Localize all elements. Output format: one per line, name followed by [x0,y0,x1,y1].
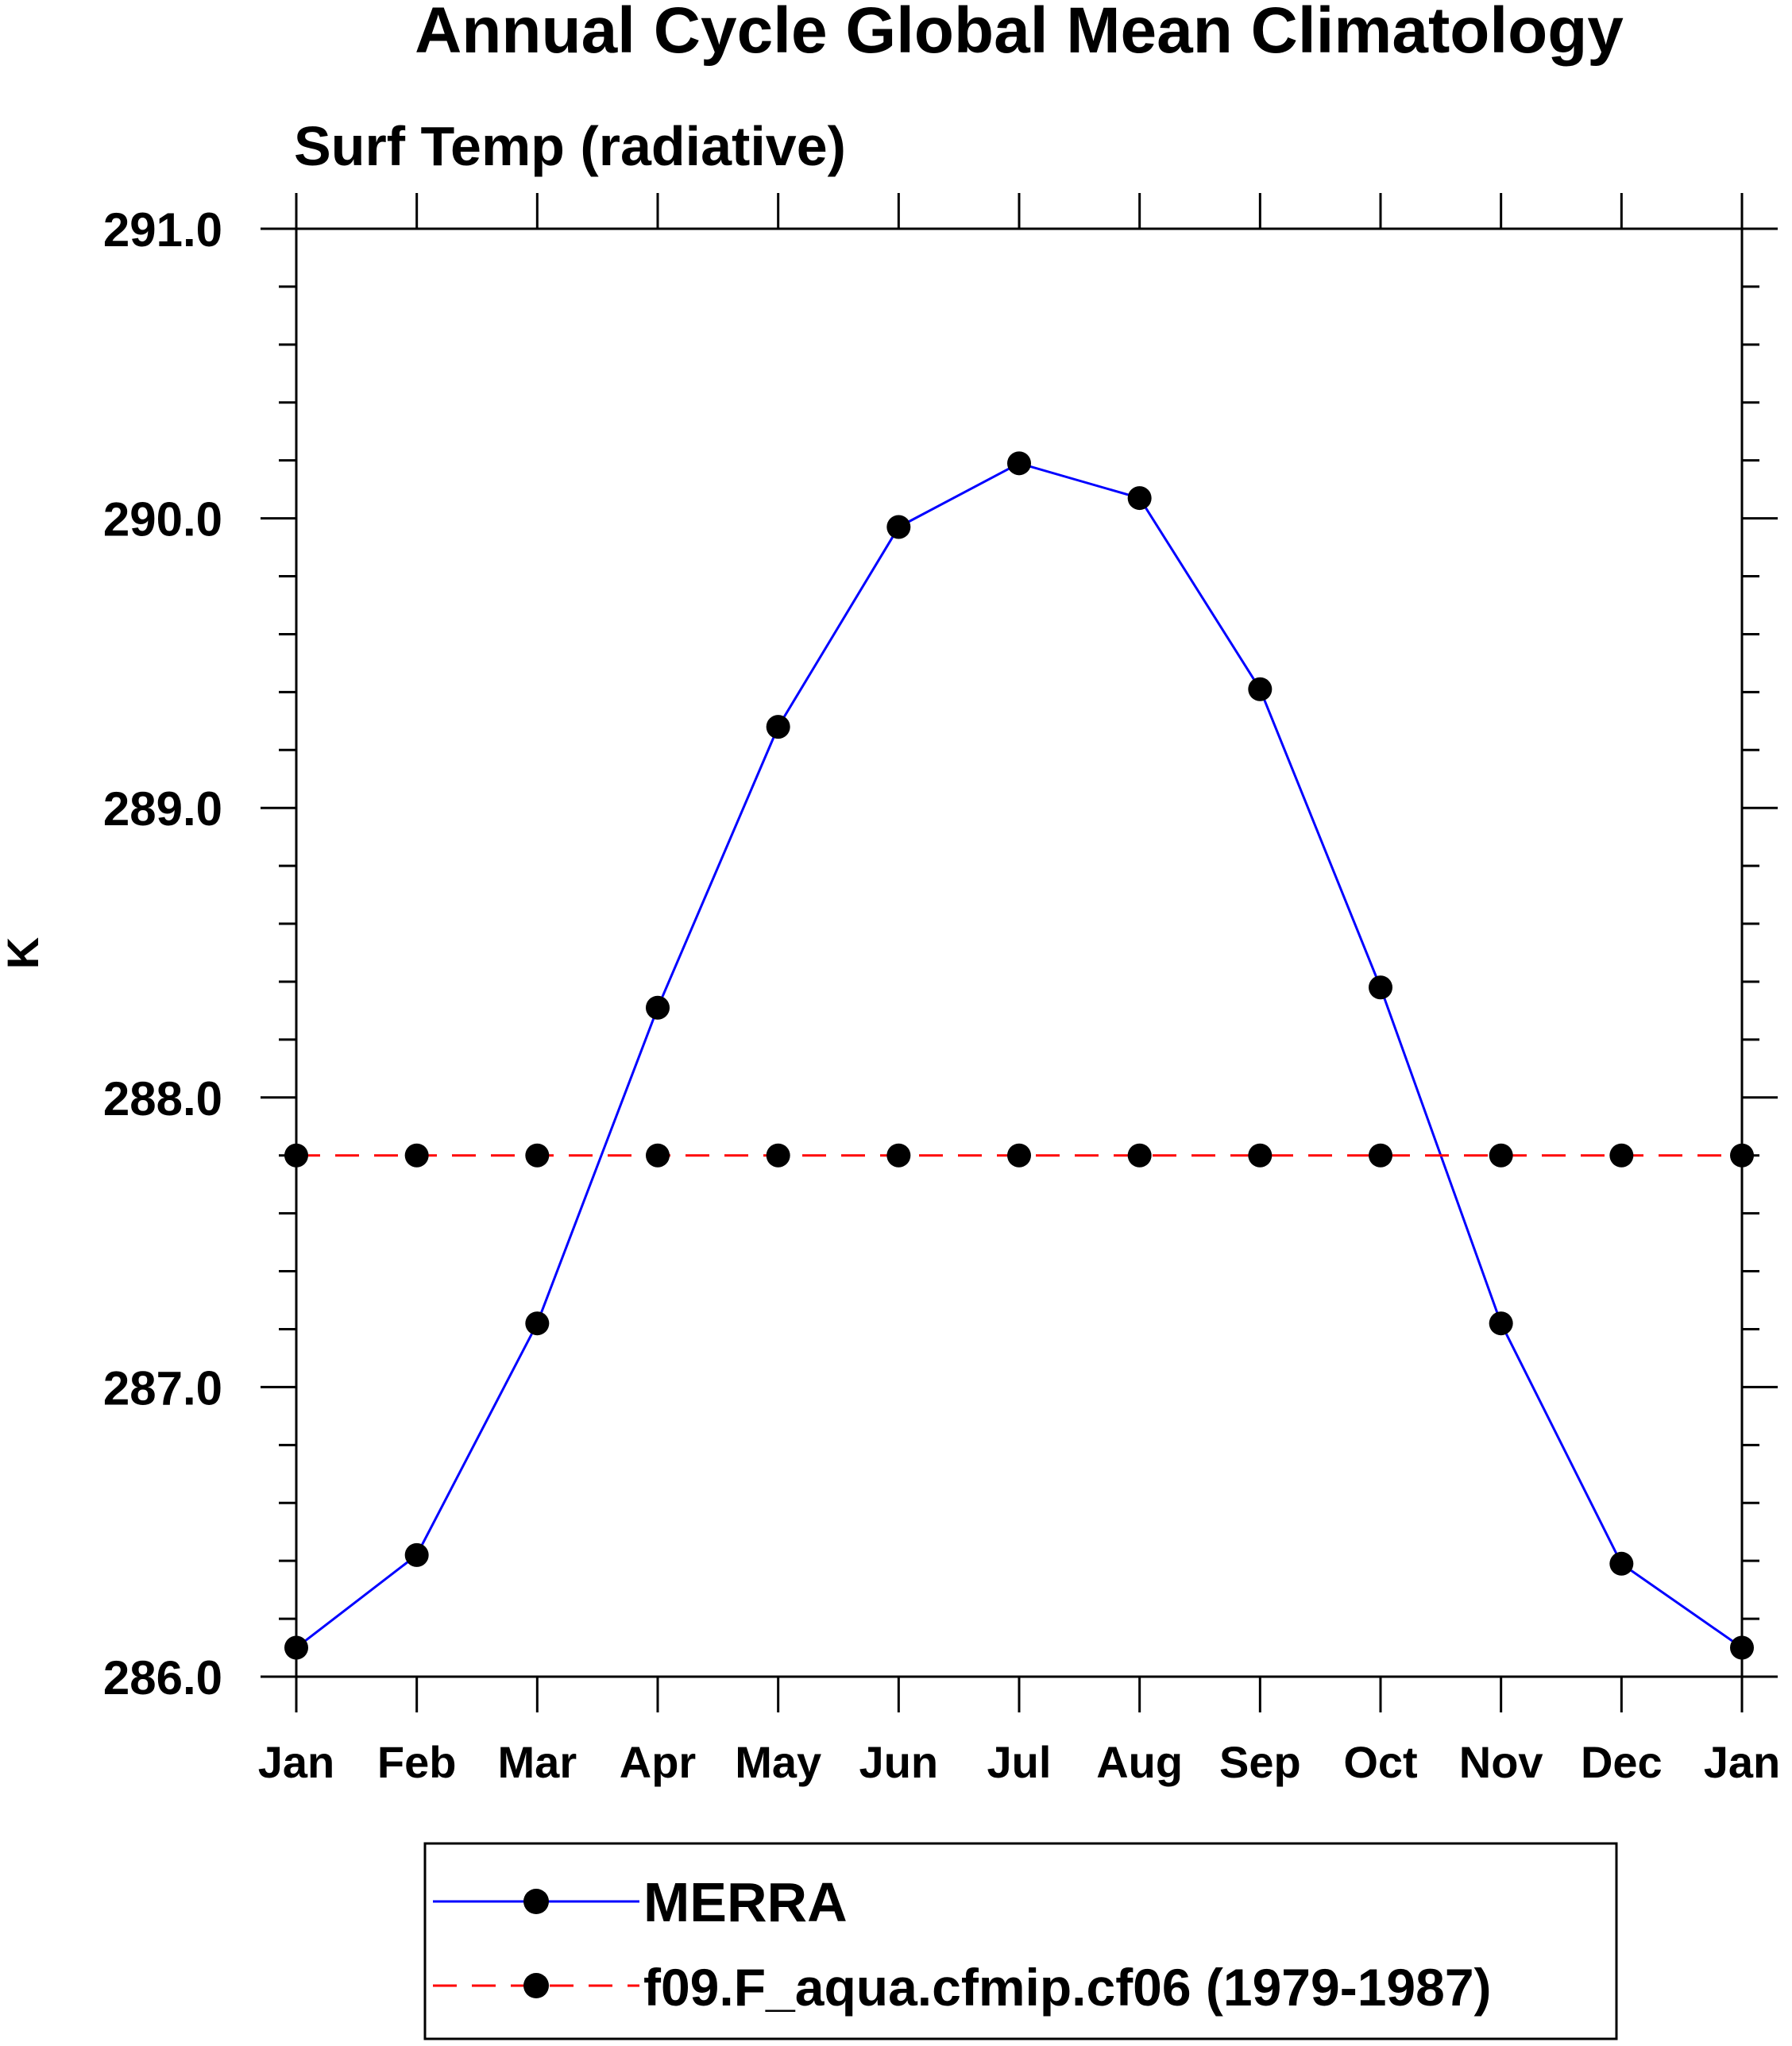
legend-label-merra: MERRA [643,1871,848,1933]
y-tick-label: 288.0 [103,1072,222,1125]
x-axis-ticks: Jan Feb Mar Apr May Jun Jul Aug Sep Oct Nov Dec Jan [258,193,1781,1787]
series-1-point [1730,1143,1754,1168]
x-tick-label: Nov [1459,1737,1543,1787]
y-tick-label: 287.0 [103,1361,222,1415]
series-0-point [525,1311,550,1336]
series-1-point [404,1143,429,1168]
x-tick-label: Aug [1096,1737,1183,1787]
x-tick-label: Apr [620,1737,696,1787]
series-1-point [886,1143,911,1168]
x-tick-label: Oct [1343,1737,1417,1787]
x-tick-label: Jun [859,1737,939,1787]
y-axis-label: K [0,937,48,969]
chart-subtitle: Surf Temp (radiative) [294,115,846,177]
legend-box [423,1842,1618,2040]
legend-marker-merra [523,1889,549,1914]
series-0-point [1007,451,1031,476]
series-1-point [1489,1143,1513,1168]
series-1-point [284,1143,308,1168]
x-tick-label: Jan [258,1737,335,1787]
y-tick-label: 289.0 [103,782,222,836]
x-tick-label: May [735,1737,821,1787]
series-1-point [766,1143,790,1168]
series-0-point [766,715,790,739]
series-1-point [1369,1143,1392,1168]
x-tick-label: Jan [1704,1737,1781,1787]
series-0-point [886,515,911,539]
series-1-point [1007,1143,1031,1168]
series-1-point [646,1143,670,1168]
series-1-point [525,1143,550,1168]
x-tick-label: Jul [987,1737,1052,1787]
legend: MERRA f09.F_aqua.cfmip.cf06 (1979-1987) [423,1842,1618,2040]
x-tick-label: Sep [1219,1737,1301,1787]
y-tick-label: 290.0 [103,493,222,546]
series-0-point [284,1635,308,1660]
x-tick-label: Mar [498,1737,577,1787]
y-axis-ticks: 286.0 287.0 288.0 289.0 290.0 291.0 [103,203,1778,1704]
x-tick-label: Dec [1581,1737,1663,1787]
series-0-point [1127,486,1152,511]
series-0-point [1489,1311,1513,1336]
series-1-point [1609,1143,1634,1168]
series-1-point [1127,1143,1152,1168]
series-0-point [1730,1635,1754,1660]
series-0-point [1369,975,1392,1000]
series-layer [284,451,1754,1660]
y-tick-label: 291.0 [103,203,222,257]
plot-frame [295,227,1744,1678]
series-0-point [1609,1551,1634,1576]
chart-title: Annual Cycle Global Mean Climatology [415,0,1624,67]
x-tick-label: Feb [377,1737,457,1787]
series-0-point [404,1542,429,1567]
series-1-point [1248,1143,1273,1168]
y-tick-label: 286.0 [103,1651,222,1704]
series-0-point [1248,677,1273,701]
legend-label-model: f09.F_aqua.cfmip.cf06 (1979-1987) [643,1958,1492,2017]
series-line-0 [295,461,1743,1649]
series-0-point [646,995,670,1020]
legend-marker-model [523,1973,549,1998]
